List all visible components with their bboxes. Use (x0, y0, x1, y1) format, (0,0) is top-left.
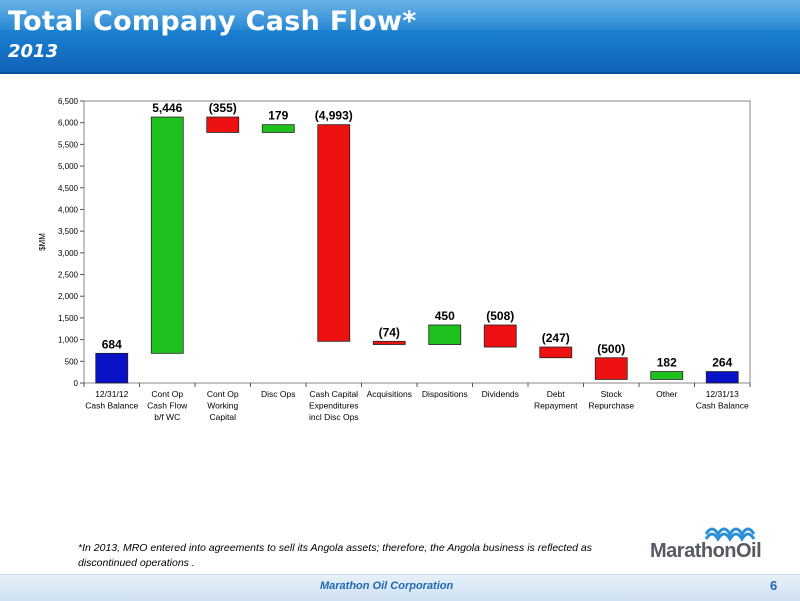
y-tick-label: 6,500 (58, 97, 79, 106)
data-label: 450 (435, 309, 455, 323)
bar (483, 324, 517, 348)
bar (705, 371, 739, 384)
y-tick-label: 6,000 (58, 119, 79, 128)
y-tick-label: 2,500 (58, 271, 79, 280)
plot-area-frame (83, 100, 751, 384)
category-label: Other (656, 389, 677, 399)
bar (206, 116, 240, 133)
bar (95, 352, 129, 384)
data-label: (500) (597, 342, 625, 356)
category-label: Cont Op Cash Flow b/f WC (147, 389, 188, 422)
page-title: Total Company Cash Flow* (8, 6, 417, 37)
data-label: 179 (268, 109, 288, 123)
footer-bar (0, 574, 800, 601)
bar (539, 346, 573, 359)
y-tick-label: 1,000 (58, 336, 79, 345)
page-subtitle: 2013 (8, 41, 59, 62)
banner-gloss (0, 0, 800, 30)
bar (317, 124, 351, 342)
category-label: Disc Ops (261, 389, 295, 399)
category-label: Cash Capital Expenditures incl Disc Ops (309, 389, 359, 422)
logo-text: MarathonOil (650, 540, 762, 562)
title-banner: Total Company Cash Flow* 2013 (0, 0, 800, 74)
bar (594, 357, 628, 380)
category-label: Cont Op Working Capital (207, 389, 239, 422)
data-label: (355) (209, 101, 237, 115)
bar (428, 324, 462, 345)
category-label: Dispositions (422, 389, 468, 399)
data-label: 684 (102, 337, 122, 351)
data-label: 264 (712, 356, 732, 370)
bar (150, 116, 184, 354)
category-label: Debt Repayment (534, 389, 578, 411)
y-tick-label: 2,000 (58, 292, 79, 301)
bar (372, 340, 406, 345)
cash-flow-waterfall-chart: 0 500 1,000 1,500 2,000 2,500 3,000 3,500 4,000 4… (38, 97, 751, 422)
bar (261, 124, 295, 133)
y-axis-label: $MM (38, 233, 47, 251)
y-tick-label: 3,500 (58, 227, 79, 236)
y-tick-label: 3,000 (58, 249, 79, 258)
data-label: (508) (486, 309, 514, 323)
data-label: 5,446 (152, 101, 182, 115)
y-tick-label: 1,500 (58, 314, 79, 323)
y-tick-label: 4,500 (58, 184, 79, 193)
data-label: (74) (379, 325, 400, 339)
y-tick-label: 0 (74, 379, 79, 388)
y-tick-label: 500 (65, 357, 79, 366)
logo-waves-icon (704, 527, 756, 542)
category-label: Acquisitions (367, 389, 412, 399)
data-label: (4,993) (315, 109, 353, 123)
data-label: (247) (542, 331, 570, 345)
footnote: *In 2013, MRO entered into agreements to… (78, 542, 593, 569)
y-tick-label: 5,500 (58, 140, 79, 149)
bar (650, 371, 684, 380)
category-label: Dividends (482, 389, 519, 399)
y-tick-label: 5,000 (58, 162, 79, 171)
category-label: 12/31/13 Cash Balance (696, 389, 749, 411)
page-number: 6 (770, 578, 778, 593)
footer-company: Marathon Oil Corporation (320, 580, 454, 592)
data-label: 182 (657, 356, 677, 370)
marathon-oil-logo: MarathonOil (650, 520, 790, 568)
category-label: 12/31/12 Cash Balance (85, 389, 138, 411)
y-tick-label: 4,000 (58, 205, 79, 214)
category-label: Stock Repurchase (588, 389, 634, 411)
